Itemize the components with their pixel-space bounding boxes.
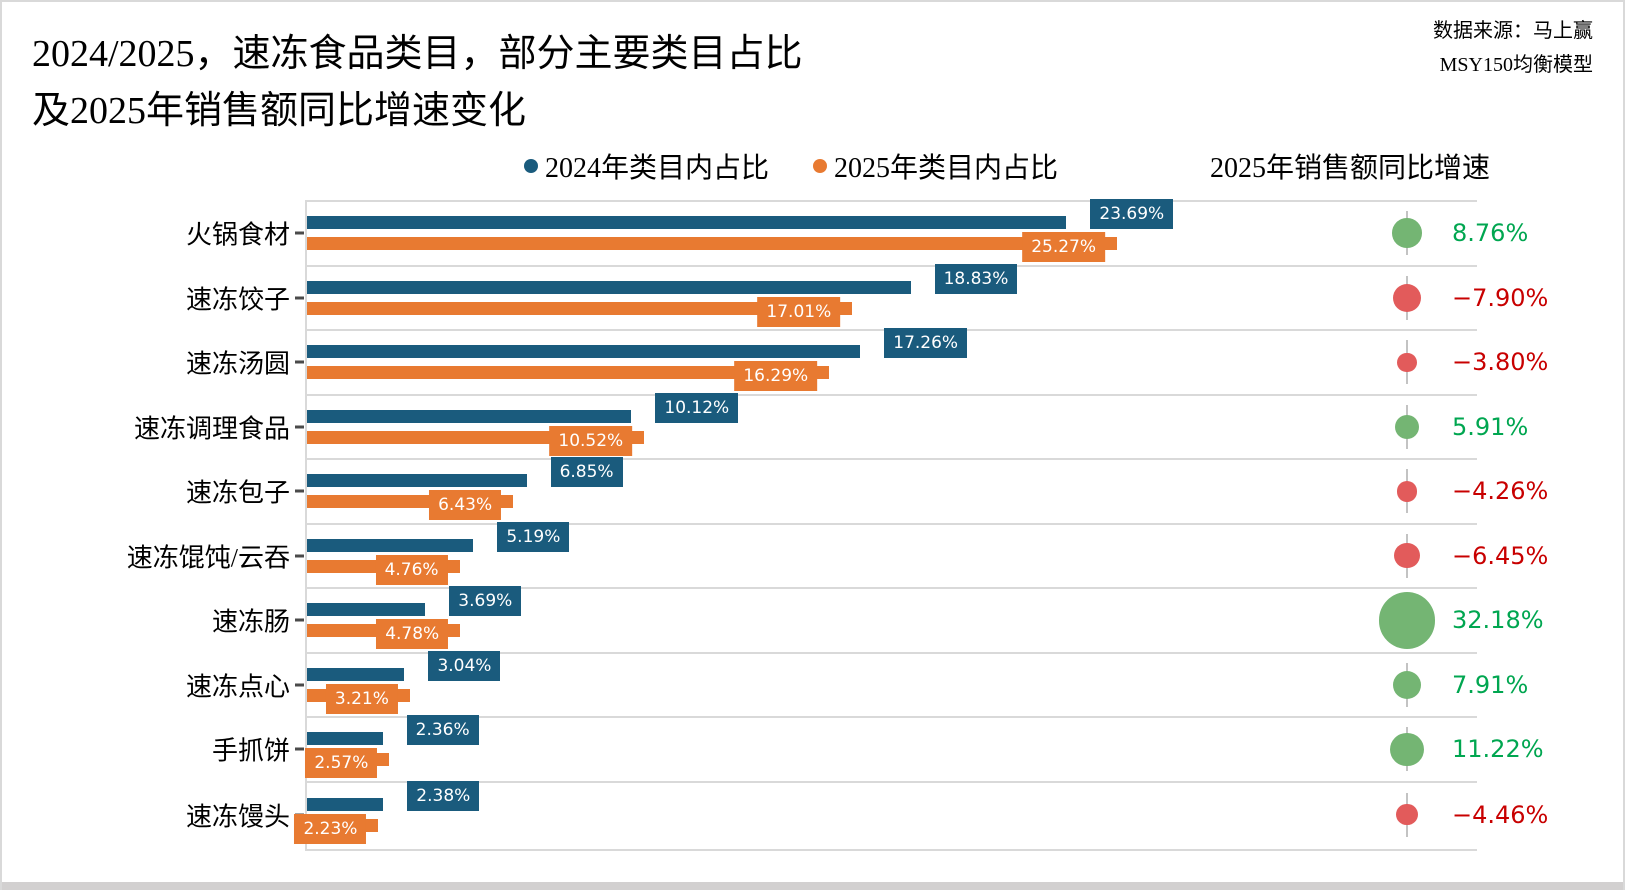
bar-2024	[307, 538, 474, 552]
bar-label-2024: 3.04%	[428, 650, 501, 681]
bar-label-2025: 2.23%	[294, 813, 367, 844]
chart-row: 速冻包子 6.85% 6.43% −4.26%	[186, 457, 1548, 525]
bar-2024	[307, 474, 527, 488]
category-label: 速冻馒头	[185, 802, 290, 832]
bar-label-2025: 16.29%	[734, 361, 818, 392]
chart-title-line2: 及2025年销售额同比增速变化	[32, 90, 527, 132]
chart-row: 火锅食材 23.69% 25.27% 8.76%	[186, 199, 1528, 267]
bar-label-2025: 17.01%	[757, 296, 841, 327]
chart-row: 速冻肠 3.69% 4.78% 32.18%	[212, 586, 1544, 654]
bar-label-2025: 10.52%	[549, 425, 633, 456]
legend-item-2025: 2025年类目内占比	[813, 146, 1058, 186]
axis-tick	[295, 231, 304, 235]
chart-row: 手抓饼 2.36% 2.57% 11.22%	[212, 715, 1544, 783]
bar-label-2024: 10.12%	[655, 392, 739, 423]
growth-circle-icon	[1390, 732, 1424, 766]
bar-2024	[307, 216, 1067, 230]
axis-tick	[295, 554, 304, 558]
category-label: 速冻点心	[185, 672, 290, 702]
bar-2024	[307, 797, 384, 811]
bar-2024	[307, 667, 405, 681]
legend-dot-2024-icon	[524, 159, 538, 173]
chart-title-line1: 2024/2025，速冻食品类目，部分主要类目占比	[32, 33, 803, 75]
bar-label-2025: 2.57%	[305, 748, 378, 779]
chart-row: 速冻饺子 18.83% 17.01% −7.90%	[186, 263, 1548, 331]
bar-2024	[307, 280, 911, 294]
legend-dot-2025-icon	[813, 159, 828, 173]
axis-tick	[295, 489, 304, 493]
bar-2024	[307, 603, 426, 617]
bar-label-2024: 6.85%	[550, 457, 623, 488]
category-label: 速冻肠	[211, 607, 290, 637]
growth-circle-icon	[1397, 352, 1417, 372]
bar-label-2024: 18.83%	[934, 263, 1018, 294]
growth-value: −6.45%	[1452, 541, 1549, 570]
chart-row: 速冻馄饨/云吞 5.19% 4.76% −6.45%	[127, 521, 1548, 589]
axis-tick	[295, 618, 304, 622]
chart-row: 速冻点心 3.04% 3.21% 7.91%	[186, 650, 1528, 718]
bar-label-2025: 6.43%	[429, 490, 502, 521]
growth-circle-icon	[1394, 414, 1420, 439]
bar-2025	[307, 366, 830, 380]
legend-label-2024: 2024年类目内占比	[545, 153, 770, 184]
axis-tick	[295, 747, 304, 751]
bar-2025	[307, 301, 853, 315]
axis-tick	[295, 296, 304, 300]
growth-value: −3.80%	[1452, 348, 1549, 377]
bar-label-2024: 2.36%	[406, 715, 479, 746]
axis-tick	[295, 425, 304, 429]
growth-value: −4.26%	[1452, 477, 1549, 506]
bar-2024	[307, 732, 383, 746]
bar-label-2025: 3.21%	[325, 683, 398, 714]
bar-label-2025: 4.78%	[376, 619, 449, 650]
growth-value: 32.18%	[1452, 606, 1544, 635]
growth-value: −7.90%	[1452, 283, 1549, 312]
category-label: 速冻调理食品	[133, 414, 290, 444]
chart-row: 速冻调理食品 10.12% 10.52% 5.91%	[134, 392, 1528, 460]
category-label: 速冻馄饨/云吞	[126, 543, 290, 573]
bar-label-2024: 23.69%	[1090, 199, 1174, 230]
growth-value: 8.76%	[1452, 219, 1529, 248]
legend: 2024年类目内占比 2025年类目内占比	[524, 146, 1058, 186]
growth-circle-icon	[1396, 480, 1418, 502]
data-source-note: 数据来源：马上赢 MSY150均衡模型	[1433, 14, 1593, 82]
growth-circle-icon	[1394, 543, 1420, 569]
bar-2024	[307, 345, 861, 359]
legend-item-2024: 2024年类目内占比	[524, 146, 769, 186]
chart-row: 速冻馒头 2.38% 2.23% −4.46%	[186, 780, 1548, 848]
bar-label-2024: 17.26%	[884, 328, 968, 359]
chart-title: 2024/2025，速冻食品类目，部分主要类目占比 及2025年销售额同比增速变化	[32, 26, 803, 140]
slide-bottom-edge	[2, 882, 1623, 890]
plot-area: 火锅食材 23.69% 25.27% 8.76% 速冻饺子 18.83% 17.01% −7.…	[127, 199, 1548, 851]
growth-circle-icon	[1396, 804, 1418, 826]
axis-tick	[295, 360, 304, 364]
growth-value: −4.46%	[1452, 800, 1549, 829]
growth-column-header: 2025年销售额同比增速	[1210, 153, 1491, 184]
bar-2025	[307, 237, 1118, 251]
bar-label-2024: 3.69%	[449, 586, 522, 617]
growth-value: 7.91%	[1452, 670, 1529, 699]
category-label: 速冻汤圆	[185, 349, 290, 379]
growth-circle-icon	[1392, 670, 1422, 699]
data-source-line2: MSY150均衡模型	[1439, 54, 1593, 76]
bar-2024	[307, 409, 632, 423]
growth-value: 5.91%	[1452, 412, 1529, 441]
growth-circle-icon	[1392, 218, 1422, 249]
growth-circle-icon	[1392, 283, 1422, 312]
category-label: 速冻包子	[185, 478, 290, 508]
category-label: 手抓饼	[211, 736, 290, 766]
growth-circle-icon	[1378, 591, 1436, 649]
legend-label-2025: 2025年类目内占比	[834, 153, 1059, 184]
bar-label-2024: 5.19%	[497, 521, 570, 552]
category-label: 火锅食材	[185, 220, 290, 250]
bar-label-2025: 25.27%	[1022, 232, 1106, 263]
bar-label-2024: 2.38%	[407, 780, 480, 811]
bar-label-2025: 4.76%	[375, 554, 448, 585]
chart-row: 速冻汤圆 17.26% 16.29% −3.80%	[186, 328, 1548, 396]
axis-tick	[295, 683, 304, 687]
growth-value: 11.22%	[1452, 735, 1544, 764]
data-source-line1: 数据来源：马上赢	[1433, 20, 1593, 42]
category-label: 速冻饺子	[185, 285, 290, 315]
